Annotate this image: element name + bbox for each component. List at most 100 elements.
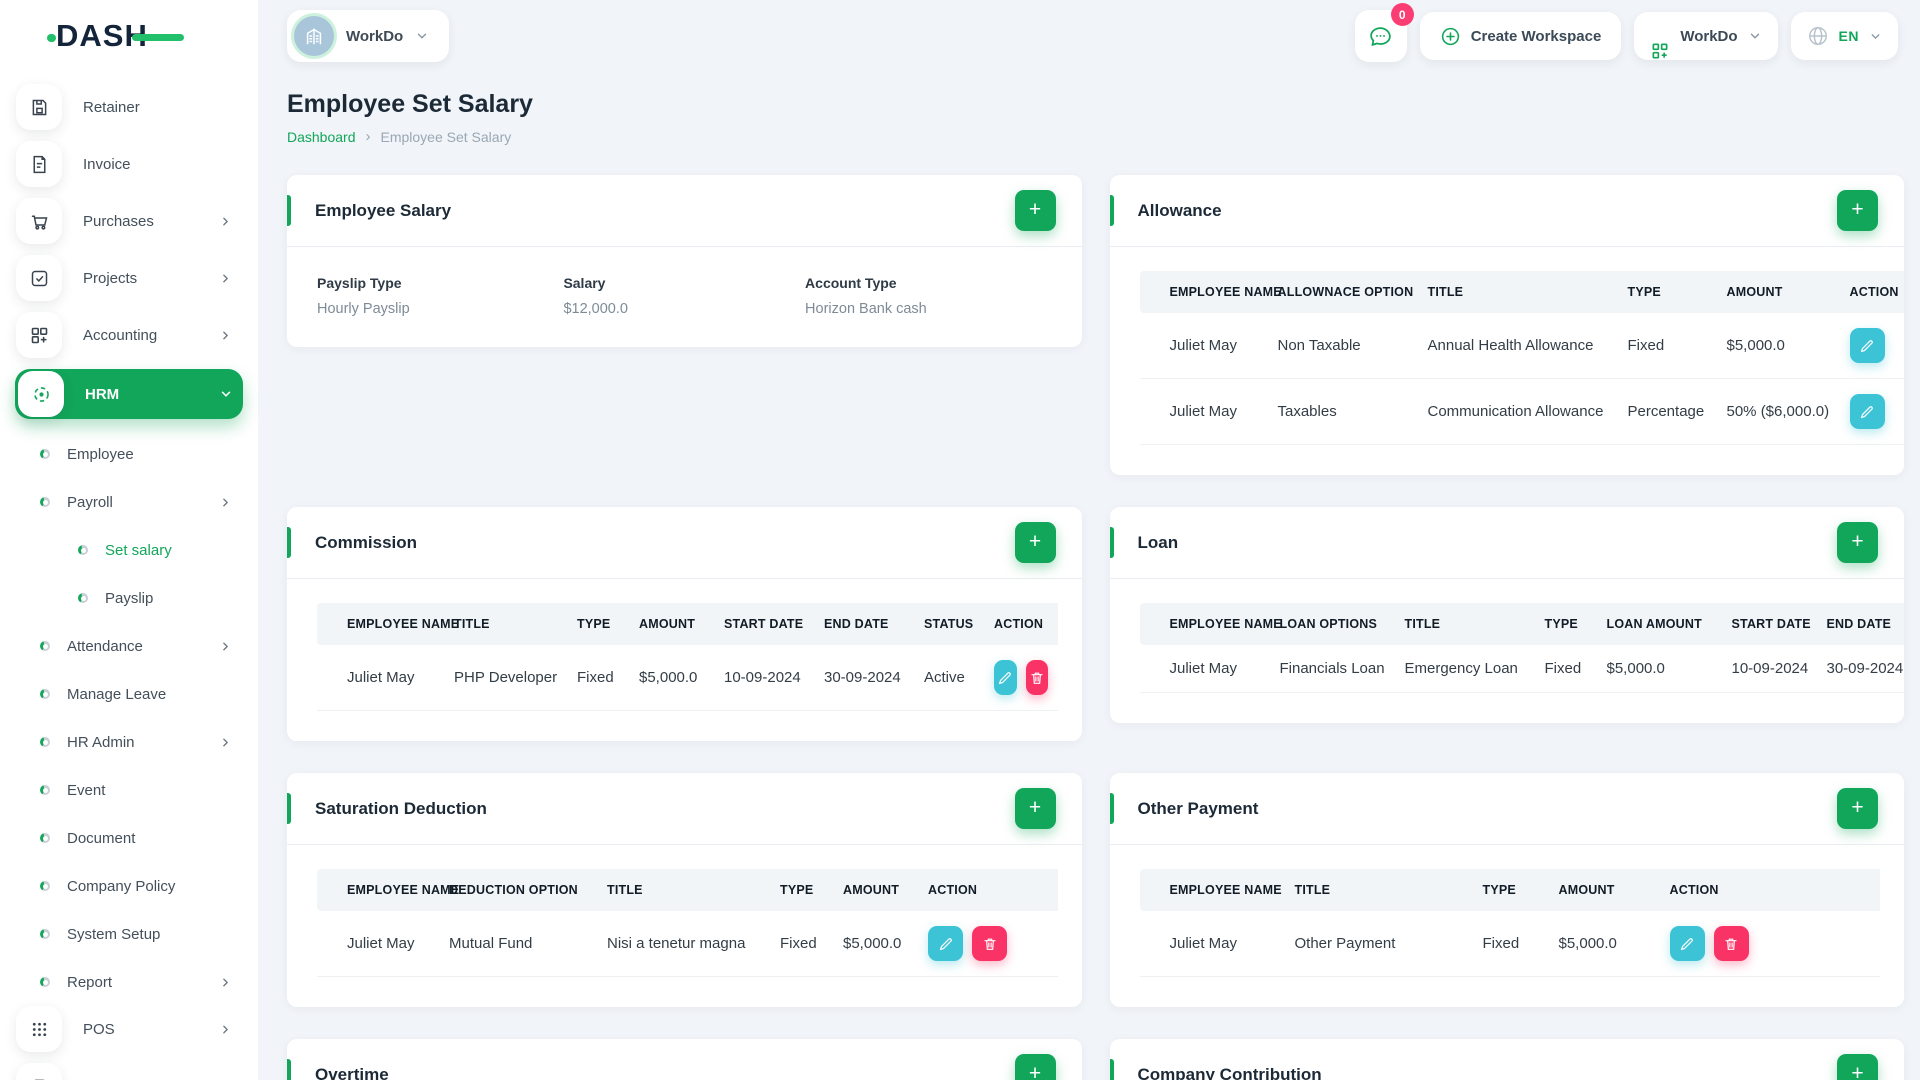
sidebar-item-payroll[interactable]: Payroll [16, 478, 242, 526]
chevron-right-icon [219, 976, 232, 989]
language-label: EN [1838, 28, 1859, 44]
action-cell [1839, 313, 1904, 379]
save-icon [16, 84, 62, 130]
add-other-payment-button[interactable]: + [1837, 788, 1878, 829]
edit-button[interactable] [928, 926, 963, 961]
other-payment-table: EMPLOYEE NAME TITLE TYPE AMOUNT ACTION Juliet… [1139, 869, 1880, 977]
workspace-avatar [294, 16, 334, 56]
card-title: Overtime [315, 1064, 389, 1080]
column-header: AMOUNT [1726, 285, 1783, 299]
column-header: TITLE [607, 883, 643, 897]
sidebar-item-projects[interactable]: Projects [16, 255, 242, 301]
sidebar-item-manage-leave[interactable]: Manage Leave [16, 670, 242, 718]
commission-card: Commission + EMPLOYEE NAME TITLE TYPE AMOUN… [287, 507, 1082, 741]
sidebar-item-set-salary[interactable]: Set salary [16, 526, 242, 574]
add-company-contribution-button[interactable]: + [1837, 1054, 1878, 1080]
delete-button[interactable] [1025, 660, 1048, 695]
add-saturation-deduction-button[interactable]: + [1014, 788, 1056, 829]
sidebar-item-label: Payroll [67, 493, 113, 511]
card-accent [287, 195, 291, 226]
add-overtime-button[interactable]: + [1014, 1054, 1056, 1080]
chevron-down-icon [219, 387, 233, 401]
sidebar-item-event[interactable]: Event [16, 766, 242, 814]
column-header: TYPE [1544, 617, 1578, 631]
add-allowance-button[interactable]: + [1837, 190, 1878, 231]
allowance-card: Allowance + EMPLOYEE NAME ALLOWNACE OPTIO… [1109, 175, 1904, 475]
building-icon [306, 28, 322, 45]
sidebar-item-purchases[interactable]: Purchases [16, 198, 242, 244]
add-employee-salary-button[interactable]: + [1014, 190, 1056, 231]
field-value: Horizon Bank cash [805, 301, 927, 317]
column-header: ACTION [1849, 285, 1899, 299]
bullet-icon [40, 977, 50, 987]
column-header: TITLE [1404, 617, 1441, 631]
table-row: Juliet May Taxables Communication Allowanc… [1139, 378, 1904, 445]
sidebar-item-attendance[interactable]: Attendance [16, 622, 242, 670]
create-workspace-label: Create Workspace [1470, 27, 1602, 45]
bullet-icon [40, 833, 50, 843]
sidebar-item-document[interactable]: Document [16, 814, 242, 862]
app-menu-button[interactable]: WorkDo [1634, 12, 1778, 60]
sidebar-item-label: Invoice [83, 155, 131, 173]
column-header: ACTION [928, 883, 978, 897]
sidebar-item-company-policy[interactable]: Company Policy [16, 862, 242, 910]
sidebar-item-system-setup[interactable]: System Setup [16, 910, 242, 958]
sidebar: DASH Retainer Invoice Purchases Projects Acc… [0, 0, 258, 1080]
column-header: AMOUNT [1558, 883, 1615, 897]
sidebar-item-invoice[interactable]: Invoice [16, 141, 242, 187]
grid-plus-icon [16, 312, 62, 358]
sidebar-item-accounting[interactable]: Accounting [16, 312, 242, 358]
edit-button[interactable] [994, 660, 1017, 695]
workspace-name: WorkDo [346, 27, 404, 45]
sidebar-nav: Retainer Invoice Purchases Projects Accounti… [0, 72, 258, 1080]
add-commission-button[interactable]: + [1014, 522, 1056, 563]
field-value: $12,000.0 [563, 301, 628, 317]
check-square-icon [16, 255, 62, 301]
table-cell: Emergency Loan [1394, 645, 1535, 693]
sidebar-item-payslip[interactable]: Payslip [16, 574, 242, 622]
delete-button[interactable] [972, 926, 1007, 961]
sidebar-item-hrm[interactable]: HRM [15, 369, 243, 419]
add-loan-button[interactable]: + [1837, 522, 1878, 563]
topbar: WorkDo 0 Create Workspace [258, 0, 1920, 72]
action-cell [1839, 378, 1904, 445]
sidebar-item-label: Retainer [83, 98, 140, 116]
chevron-right-icon [219, 640, 232, 653]
card-accent [1109, 195, 1114, 226]
card-title: Commission [315, 532, 418, 552]
sidebar-item-pos[interactable]: POS [16, 1006, 242, 1052]
loan-card: Loan + EMPLOYEE NAME LOAN OPTIONS TITLE TYP… [1109, 507, 1904, 723]
messages-button[interactable]: 0 [1354, 3, 1414, 62]
card-title: Loan [1137, 532, 1179, 552]
create-workspace-button[interactable]: Create Workspace [1419, 12, 1622, 60]
field-value: Hourly Payslip [317, 301, 410, 317]
column-header: STATUS [924, 617, 974, 631]
dash-logo[interactable]: DASH [0, 0, 258, 72]
edit-button[interactable] [1669, 926, 1705, 961]
sidebar-item-retainer[interactable]: Retainer [16, 84, 242, 130]
column-header: START DATE [724, 617, 804, 631]
chevron-down-icon [415, 29, 429, 43]
grid-plus-icon [1652, 43, 1668, 59]
language-selector[interactable]: EN [1790, 12, 1898, 60]
sidebar-item-hr-admin[interactable]: HR Admin [16, 718, 242, 766]
workspace-selector[interactable]: WorkDo [287, 10, 450, 62]
breadcrumb-dashboard-link[interactable]: Dashboard [287, 128, 356, 145]
column-header: AMOUNT [843, 883, 900, 897]
app-menu-label: WorkDo [1680, 27, 1738, 45]
sidebar-item-crm[interactable]: CRM [16, 1063, 242, 1080]
chevron-right-icon [219, 215, 232, 228]
sidebar-item-label: HR Admin [67, 733, 135, 751]
table-cell: Active [914, 645, 984, 711]
sidebar-item-label: System Setup [67, 925, 161, 943]
sidebar-item-employee[interactable]: Employee [16, 430, 242, 478]
delete-button[interactable] [1713, 926, 1749, 961]
edit-button[interactable] [1849, 328, 1885, 363]
sidebar-item-report[interactable]: Report [16, 958, 242, 1006]
breadcrumb-current: Employee Set Salary [380, 128, 512, 145]
card-accent [1109, 1059, 1114, 1080]
edit-button[interactable] [1849, 394, 1885, 429]
card-title: Allowance [1137, 200, 1222, 220]
crm-icon [16, 1063, 62, 1080]
sidebar-item-label: Company Policy [67, 877, 176, 895]
